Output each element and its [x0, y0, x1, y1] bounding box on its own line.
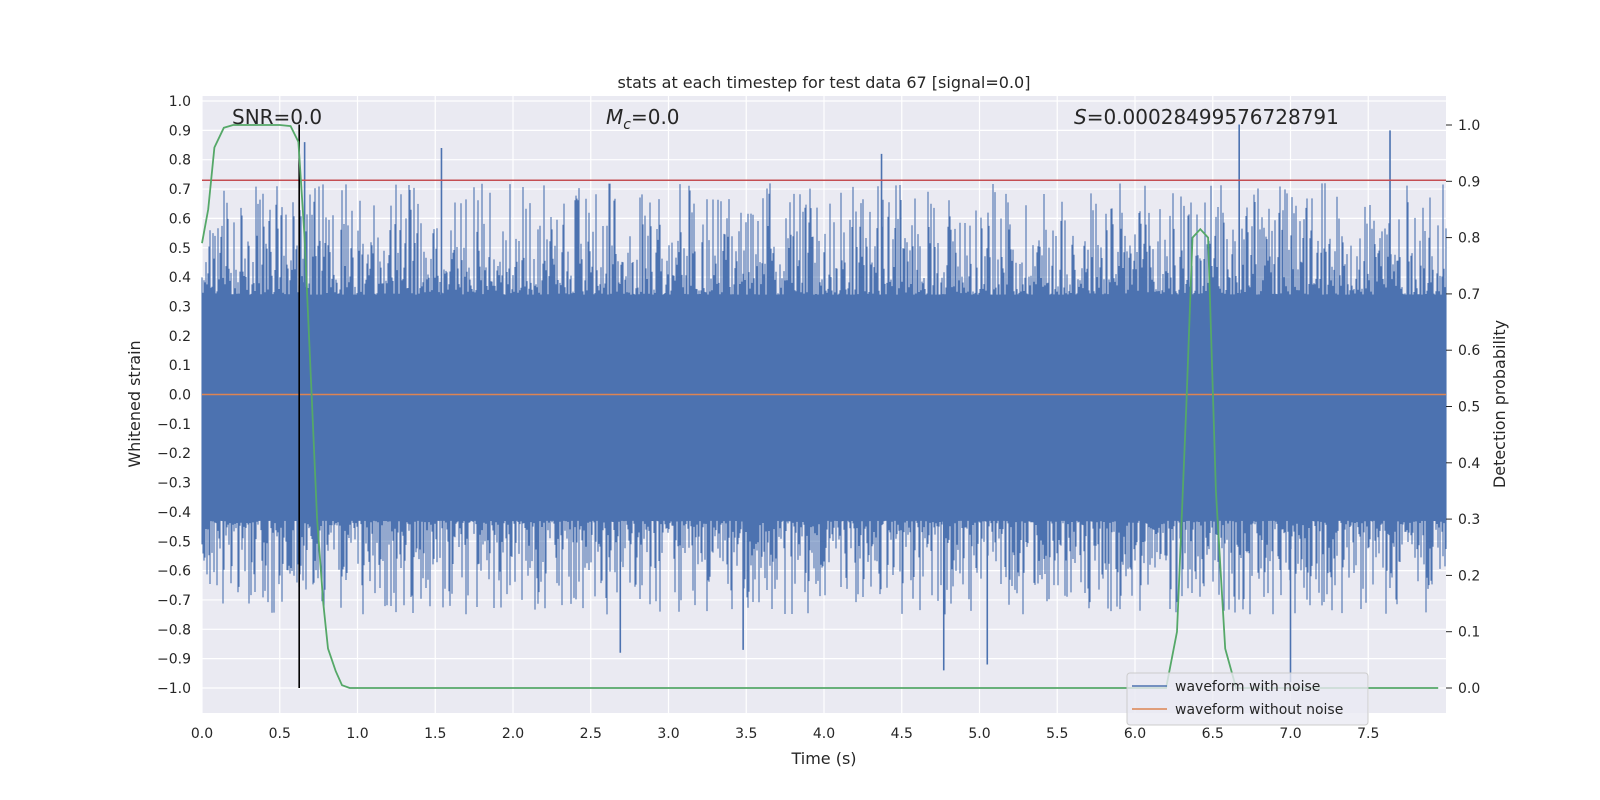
legend-label-with-noise: waveform with noise: [1175, 679, 1320, 695]
y-tick-label: −1.0: [157, 681, 191, 697]
x-tick-label: 4.5: [891, 726, 913, 742]
s-symbol: S: [1074, 105, 1087, 129]
y-right-tick-label: 0.2: [1458, 568, 1480, 584]
y-tick-label: −0.5: [157, 534, 191, 550]
y-tick-label: 0.9: [169, 123, 191, 139]
s-value: =0.00028499576728791: [1087, 105, 1339, 129]
x-tick-label: 5.0: [968, 726, 990, 742]
x-tick-label: 1.5: [424, 726, 446, 742]
x-tick-label: 4.0: [813, 726, 835, 742]
x-tick-label: 0.0: [191, 726, 213, 742]
y-tick-label: 0.0: [169, 388, 191, 404]
y-tick-label: −0.6: [157, 564, 191, 580]
chart-title: stats at each timestep for test data 67 …: [618, 73, 1031, 92]
y-right-tick-label: 0.7: [1458, 287, 1480, 303]
legend-box: [1126, 672, 1369, 726]
chirp-mass-symbol: M: [606, 105, 623, 129]
legend: waveform with noise waveform without noi…: [1126, 672, 1369, 726]
y-right-tick-label: 0.6: [1458, 343, 1480, 359]
x-tick-label: 3.5: [735, 726, 757, 742]
chirp-mass-value: =0.0: [631, 105, 680, 129]
s-annotation: S=0.00028499576728791: [1074, 105, 1339, 129]
y-axis-label: Whitened strain: [125, 340, 144, 467]
noise-envelope: [201, 183, 1447, 615]
y-tick-label: 0.5: [169, 241, 191, 257]
x-tick-label: 7.5: [1357, 726, 1379, 742]
y-tick-label: 0.7: [169, 182, 191, 198]
y-right-tick-label: 0.1: [1458, 625, 1480, 641]
chirp-mass-annotation: Mc=0.0: [606, 105, 680, 133]
y-axis-ticks: 1.0 0.9 0.8 0.7 0.6 0.5 0.4 0.3 0.2 0.1 0.0 −0.1 −0.…: [157, 94, 191, 697]
y-tick-label: 0.8: [169, 153, 191, 169]
x-tick-label: 2.5: [580, 726, 602, 742]
y-right-axis-label: Detection probability: [1490, 320, 1509, 488]
y-right-tick-label: 0.3: [1458, 512, 1480, 528]
y-right-tick-label: 0.0: [1458, 681, 1480, 697]
x-tick-label: 1.0: [346, 726, 368, 742]
x-tick-label: 7.0: [1279, 726, 1301, 742]
y-right-tick-label: 0.5: [1458, 400, 1480, 416]
y-right-tick-label: 0.9: [1458, 174, 1480, 190]
y-tick-label: −0.4: [157, 505, 191, 521]
y-tick-label: −0.3: [157, 476, 191, 492]
y-tick-label: 0.1: [169, 358, 191, 374]
legend-label-without-noise: waveform without noise: [1175, 702, 1343, 718]
y-right-tick-label: 1.0: [1458, 118, 1480, 134]
y-tick-label: 0.2: [169, 329, 191, 345]
x-tick-label: 6.5: [1202, 726, 1224, 742]
y-tick-label: −0.1: [157, 417, 191, 433]
x-tick-label: 6.0: [1124, 726, 1146, 742]
chirp-mass-subscript: c: [623, 117, 631, 133]
y-tick-label: −0.2: [157, 446, 191, 462]
x-tick-label: 2.0: [502, 726, 524, 742]
y-tick-label: 0.4: [169, 270, 191, 286]
y-tick-label: −0.8: [157, 622, 191, 638]
x-tick-label: 0.5: [269, 726, 291, 742]
detection-probability-line: [201, 124, 1439, 689]
series-detection-probability: [201, 124, 1439, 689]
series-waveform-with-noise: [201, 124, 1447, 683]
x-tick-label: 3.0: [657, 726, 679, 742]
x-axis-ticks: 0.0 0.5 1.0 1.5 2.0 2.5 3.0 3.5 4.0 4.5 5.0 5.5 6.0 6…: [191, 726, 1380, 742]
y-tick-label: −0.9: [157, 652, 191, 668]
x-axis-label: Time (s): [790, 749, 856, 768]
y-tick-label: 1.0: [169, 94, 191, 110]
reference-lines: [202, 124, 1446, 688]
y-right-axis-ticks: 1.0 0.9 0.8 0.7 0.6 0.5 0.4 0.3 0.2 0.1 0.0: [1446, 118, 1480, 697]
y-tick-label: −0.7: [157, 593, 191, 609]
y-right-tick-label: 0.8: [1458, 231, 1480, 247]
x-tick-label: 5.5: [1046, 726, 1068, 742]
y-right-tick-label: 0.4: [1458, 456, 1480, 472]
snr-annotation: SNR=0.0: [232, 105, 322, 129]
y-tick-label: 0.3: [169, 299, 191, 315]
y-tick-label: 0.6: [169, 211, 191, 227]
